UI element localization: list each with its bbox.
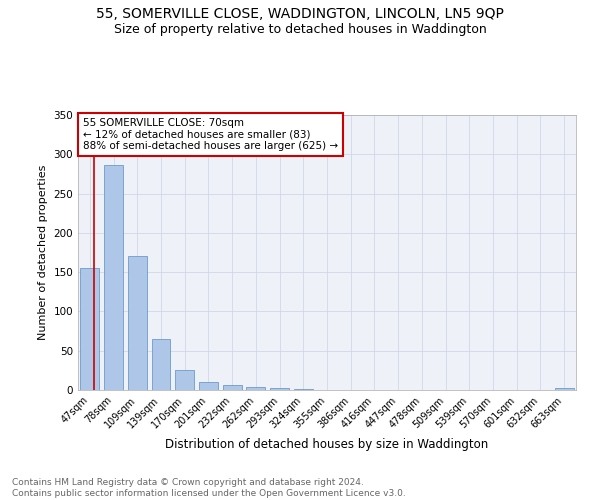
Text: Size of property relative to detached houses in Waddington: Size of property relative to detached ho… — [113, 22, 487, 36]
Text: Contains HM Land Registry data © Crown copyright and database right 2024.
Contai: Contains HM Land Registry data © Crown c… — [12, 478, 406, 498]
Bar — [104, 164, 123, 390]
Bar — [80, 268, 100, 390]
Y-axis label: Number of detached properties: Number of detached properties — [38, 165, 48, 340]
Bar — [128, 256, 147, 390]
Bar — [152, 339, 170, 390]
Bar — [247, 387, 265, 390]
Text: 55 SOMERVILLE CLOSE: 70sqm
← 12% of detached houses are smaller (83)
88% of semi: 55 SOMERVILLE CLOSE: 70sqm ← 12% of deta… — [83, 118, 338, 151]
Bar — [270, 388, 289, 390]
Bar — [554, 388, 574, 390]
Bar — [294, 389, 313, 390]
Bar — [223, 384, 242, 390]
Bar — [175, 370, 194, 390]
X-axis label: Distribution of detached houses by size in Waddington: Distribution of detached houses by size … — [166, 438, 488, 451]
Bar — [199, 382, 218, 390]
Text: 55, SOMERVILLE CLOSE, WADDINGTON, LINCOLN, LN5 9QP: 55, SOMERVILLE CLOSE, WADDINGTON, LINCOL… — [96, 8, 504, 22]
